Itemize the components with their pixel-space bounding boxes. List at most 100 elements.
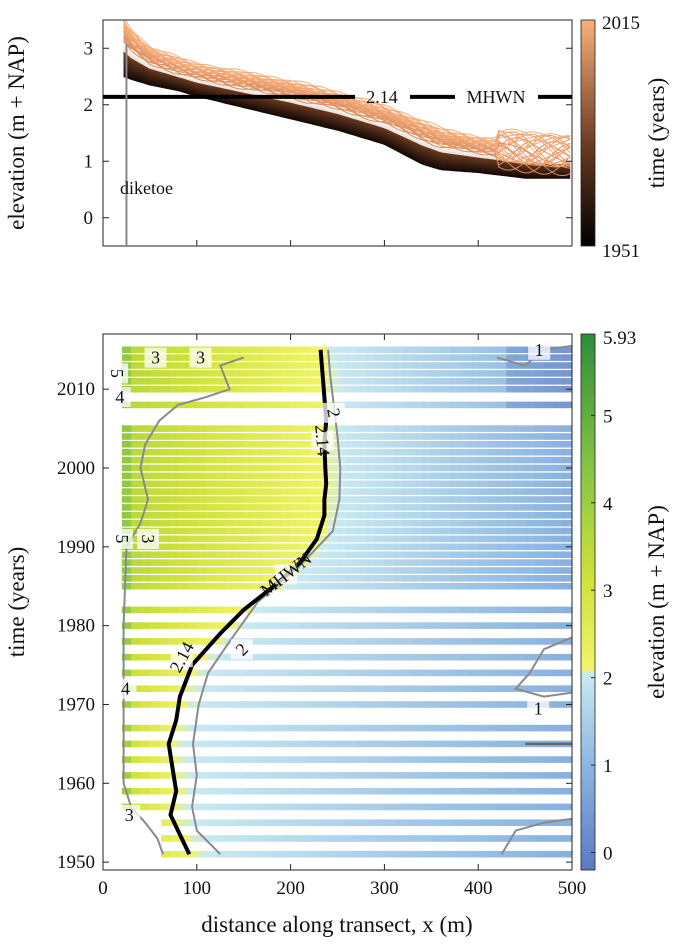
heatmap-cell — [140, 772, 151, 779]
heatmap-cell — [121, 622, 132, 629]
heatmap-cell — [553, 575, 564, 582]
heatmap-cell — [178, 740, 188, 748]
heatmap-cell — [468, 567, 479, 574]
heatmap-cell — [393, 803, 404, 811]
heatmap-row-1974 — [121, 669, 572, 677]
heatmap-cell — [506, 559, 517, 566]
heatmap-cell — [431, 567, 442, 574]
heatmap-cell — [515, 441, 526, 448]
heatmap-cell — [290, 787, 301, 795]
heatmap-cell — [346, 504, 357, 511]
heatmap-row-1970 — [121, 701, 572, 708]
heatmap-cell — [365, 519, 376, 527]
heatmap-cell — [384, 551, 395, 558]
heatmap-cell — [196, 519, 207, 527]
heatmap-cell — [403, 622, 414, 629]
heatmap-cell — [281, 772, 292, 779]
heatmap-cell — [149, 653, 160, 661]
heatmap-cell — [318, 354, 329, 361]
heatmap-row-1978 — [121, 638, 572, 645]
heatmap-cell — [365, 543, 376, 551]
heatmap-cell — [525, 425, 536, 432]
heatmap-cell — [187, 701, 198, 708]
heatmap-cell — [543, 441, 554, 448]
heatmap-cell — [515, 756, 526, 763]
heatmap-cell — [403, 567, 414, 574]
heatmap-cell — [309, 480, 320, 488]
heatmap-cell — [534, 488, 545, 495]
bottom-y-tick-label: 1990 — [57, 537, 95, 558]
heatmap-cell — [562, 638, 572, 645]
heatmap-cell — [562, 370, 572, 377]
heatmap-cell — [290, 551, 301, 558]
heatmap-row-1951 — [161, 850, 572, 858]
heatmap-cell — [543, 653, 554, 661]
heatmap-cell — [543, 756, 554, 763]
heatmap-cell — [534, 582, 545, 590]
heatmap-cell — [309, 527, 320, 535]
heatmap-cell — [450, 527, 461, 535]
heatmap-cell — [386, 850, 397, 858]
elevation-colorbar-tick-label: 1 — [603, 756, 613, 777]
heatmap-cell — [497, 480, 507, 488]
heatmap-cell — [234, 724, 245, 732]
heatmap-cell — [478, 669, 489, 677]
heatmap-cell — [423, 850, 434, 858]
heatmap-cell — [318, 740, 329, 748]
heatmap-cell — [300, 441, 310, 448]
heatmap-cell — [290, 472, 301, 480]
heatmap-cell — [337, 669, 348, 677]
heatmap-cell — [234, 385, 245, 393]
heatmap-cell — [328, 362, 339, 369]
heatmap-cell — [421, 527, 432, 535]
heatmap-cell — [487, 488, 498, 495]
heatmap-cell — [224, 401, 235, 409]
heatmap-cell — [159, 378, 170, 385]
elevation-colorbar-max-tick: 5.93 — [603, 328, 636, 349]
heatmap-cell — [421, 685, 432, 692]
heatmap-cell — [224, 756, 235, 763]
heatmap-cell — [534, 519, 545, 527]
heatmap-cell — [506, 669, 517, 677]
heatmap-cell — [487, 512, 498, 519]
heatmap-cell — [292, 850, 303, 858]
heatmap-cell — [534, 504, 545, 511]
heatmap-row-1982 — [121, 606, 572, 614]
heatmap-cell — [337, 756, 348, 763]
heatmap-cell — [168, 488, 179, 495]
heatmap-cell — [337, 480, 348, 488]
heatmap-cell — [281, 756, 292, 763]
heatmap-cell — [159, 401, 170, 409]
heatmap-cell — [206, 685, 217, 692]
heatmap-cell — [393, 622, 404, 629]
heatmap-cell — [131, 370, 142, 377]
heatmap-cell — [421, 425, 432, 432]
heatmap-cell — [346, 622, 357, 629]
heatmap-cell — [393, 370, 404, 377]
heatmap-cell — [187, 551, 198, 558]
bottom-y-tick-label: 1970 — [57, 694, 95, 715]
heatmap-cell — [440, 701, 451, 708]
heatmap-cell — [206, 622, 217, 629]
mhwn-contour-value-label: 2.14 — [311, 424, 334, 457]
heatmap-cell — [459, 378, 470, 385]
heatmap-cell — [187, 448, 198, 456]
heatmap-cell — [356, 622, 367, 629]
heatmap-cell — [468, 638, 479, 645]
heatmap-cell — [525, 638, 536, 645]
heatmap-cell — [262, 385, 273, 393]
heatmap-cell — [309, 622, 320, 629]
heatmap-cell — [243, 606, 254, 614]
heatmap-cell — [393, 787, 404, 795]
heatmap-cell — [253, 543, 264, 551]
heatmap-cell — [412, 559, 423, 566]
heatmap-cell — [367, 819, 378, 826]
heatmap-cell — [243, 772, 254, 779]
heatmap-cell — [412, 669, 423, 677]
heatmap-cell — [478, 472, 489, 480]
heatmap-cell — [393, 567, 404, 574]
heatmap-cell — [440, 378, 451, 385]
heatmap-cell — [346, 488, 357, 495]
heatmap-cell — [403, 543, 414, 551]
heatmap-cell — [487, 370, 498, 377]
